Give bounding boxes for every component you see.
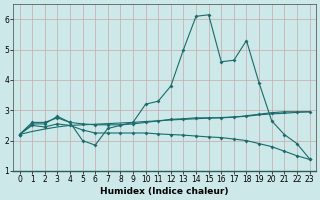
X-axis label: Humidex (Indice chaleur): Humidex (Indice chaleur)	[100, 187, 229, 196]
